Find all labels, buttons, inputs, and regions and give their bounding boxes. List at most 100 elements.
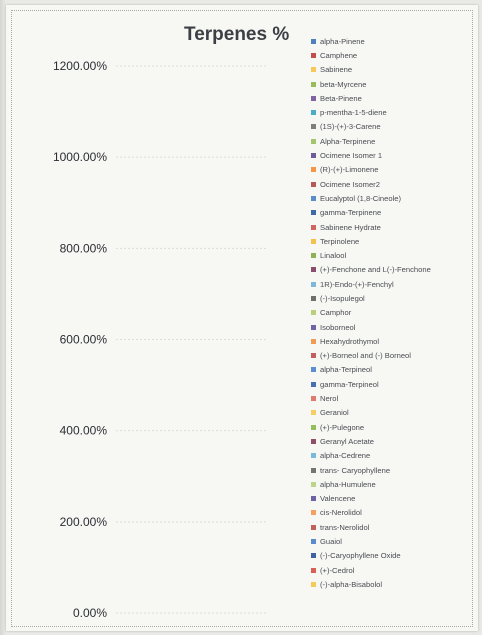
legend-item: (+)-Fenchone and L(-)-Fenchone (311, 263, 476, 277)
legend-item: Camphene (311, 48, 476, 62)
legend-label: Alpha-Terpinene (320, 136, 376, 146)
legend-item: Ocimene Isomer 1 (311, 148, 476, 162)
legend-item: p-mentha-1-5-diene (311, 105, 476, 119)
y-tick-label: 800.00% (60, 241, 108, 255)
legend-item: Beta-Pinene (311, 91, 476, 105)
legend-label: (1S)-(+)-3-Carene (320, 122, 381, 132)
legend-label: gamma-Terpinene (320, 208, 382, 218)
legend-item: beta-Myrcene (311, 77, 476, 91)
legend-swatch (311, 481, 316, 487)
legend-label: alpha-Pinene (320, 36, 365, 46)
chart-area-border (11, 10, 473, 627)
y-axis-tick-labels: 0.00% 200.00% 400.00% 600.00% 800.00% 1000.00… (53, 59, 107, 620)
legend-label: Ocimene Isomer2 (320, 179, 380, 189)
legend-swatch (311, 153, 316, 159)
legend-label: (+)-Pulegone (320, 422, 365, 432)
legend-item: Valencene (311, 492, 476, 506)
legend-item: Ocimene Isomer2 (311, 177, 476, 191)
legend-label: Isoborneol (320, 322, 356, 332)
y-tick-label: 1200.00% (53, 59, 107, 73)
legend-label: (+)-Borneol and (-) Borneol (320, 351, 411, 361)
legend-item: (+)-Cedrol (311, 563, 476, 577)
legend-item: trans-Nerolidol (311, 520, 476, 534)
legend-swatch (311, 581, 316, 587)
legend-swatch (311, 67, 316, 73)
legend-swatch (311, 81, 316, 87)
legend-label: trans-Nerolidol (320, 522, 370, 532)
legend-swatch (311, 167, 316, 173)
legend-swatch (311, 310, 316, 316)
legend-label: gamma-Terpineol (320, 379, 379, 389)
legend-label: (R)-(+)-Limonene (320, 165, 379, 175)
legend-item: 1R)-Endo-(+)-Fenchyl (311, 277, 476, 291)
legend-label: Camphor (320, 308, 352, 318)
y-tick-label: 1000.00% (53, 150, 107, 164)
legend-item: Eucalyptol (1,8-Cineole) (311, 191, 476, 205)
legend-label: cis-Nerolidol (320, 508, 362, 518)
legend-swatch (311, 567, 316, 573)
legend-swatch (311, 224, 316, 230)
y-tick-label: 400.00% (60, 424, 108, 438)
gridlines (116, 65, 268, 614)
legend-swatch (311, 467, 316, 473)
legend-label: Sabinene (320, 65, 353, 75)
y-tick-label: 200.00% (60, 515, 108, 529)
legend-swatch (311, 510, 316, 516)
legend-swatch (311, 338, 316, 344)
legend-item: cis-Nerolidol (311, 506, 476, 520)
legend-item: Guaiol (311, 534, 476, 548)
legend-label: Guaiol (320, 537, 342, 547)
legend-label: Sabinene Hydrate (320, 222, 381, 232)
legend-item: (1S)-(+)-3-Carene (311, 120, 476, 134)
legend-swatch (311, 424, 316, 430)
legend-swatch (311, 210, 316, 216)
legend-swatch (311, 110, 316, 116)
y-tick-label: 600.00% (60, 333, 108, 347)
legend-item: gamma-Terpineol (311, 377, 476, 391)
legend-item: Terpinolene (311, 234, 476, 248)
legend-swatch (311, 410, 316, 416)
legend-label: (-)-Isopulegol (320, 293, 365, 303)
legend-item: alpha-Cedrene (311, 449, 476, 463)
legend-item: (-)-alpha-Bisabolol (311, 577, 476, 591)
legend-label: Linalool (320, 251, 347, 261)
legend-item: (-)-Isopulegol (311, 291, 476, 305)
legend-item: Geraniol (311, 406, 476, 420)
legend-swatch (311, 281, 316, 287)
legend-swatch (311, 38, 316, 44)
legend-swatch (311, 453, 316, 459)
legend-item: Hexahydrothymol (311, 334, 476, 348)
chart-title: Terpenes % (184, 24, 290, 45)
legend-item: Sabinene Hydrate (311, 220, 476, 234)
legend-label: Camphene (320, 50, 358, 60)
legend-label: Terpinolene (320, 236, 360, 246)
legend-label: Geraniol (320, 408, 349, 418)
legend-item: (-)-Caryophyllene Oxide (311, 549, 476, 563)
legend-swatch (311, 553, 316, 559)
legend-item: alpha-Terpineol (311, 363, 476, 377)
legend-swatch (311, 195, 316, 201)
legend-label: alpha-Humulene (320, 479, 376, 489)
legend-label: Eucalyptol (1,8-Cineole) (320, 193, 402, 203)
legend-label: alpha-Cedrene (320, 451, 371, 461)
legend-swatch (311, 138, 316, 144)
legend-label: (+)-Fenchone and L(-)-Fenchone (320, 265, 431, 275)
legend-item: Nerol (311, 391, 476, 405)
legend-item: (R)-(+)-Limonene (311, 163, 476, 177)
legend-item: (+)-Pulegone (311, 420, 476, 434)
legend-swatch (311, 324, 316, 330)
legend-swatch (311, 353, 316, 359)
page-edge-shadow (0, 0, 6, 635)
legend-item: trans- Caryophyllene (311, 463, 476, 477)
legend-label: (-)-alpha-Bisabolol (320, 579, 383, 589)
legend-swatch (311, 524, 316, 530)
legend-label: Nerol (320, 394, 339, 404)
legend-label: Hexahydrothymol (320, 336, 380, 346)
legend-label: (-)-Caryophyllene Oxide (320, 551, 401, 561)
legend-item: alpha-Humulene (311, 477, 476, 491)
legend-label: (+)-Cedrol (320, 565, 355, 575)
legend-item: Geranyl Acetate (311, 434, 476, 448)
legend-item: Camphor (311, 306, 476, 320)
legend-label: beta-Myrcene (320, 79, 367, 89)
